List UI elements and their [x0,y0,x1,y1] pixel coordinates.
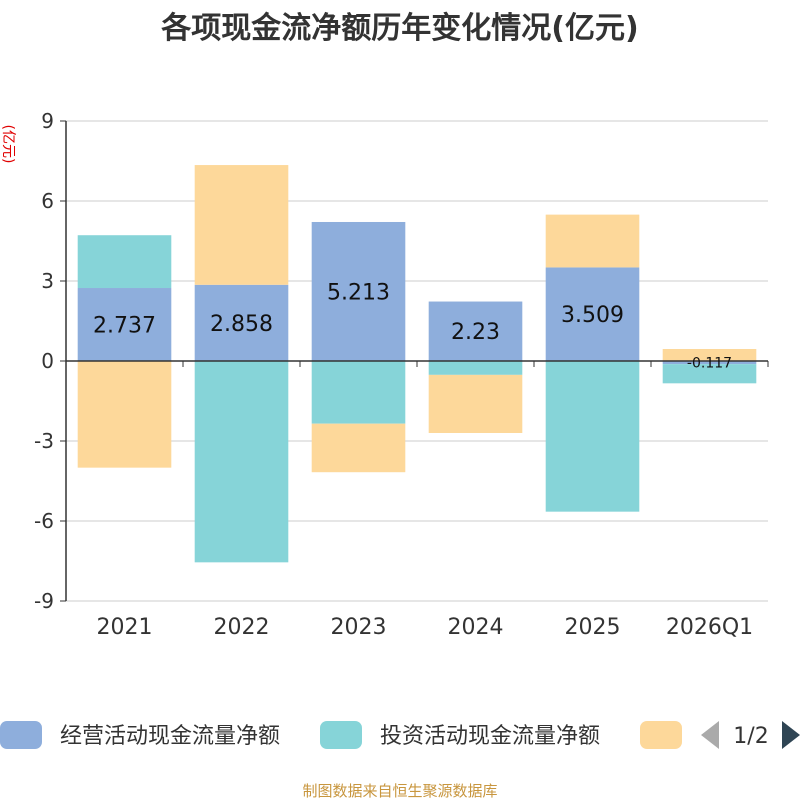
data-label: 2.23 [451,320,500,345]
x-tick-label: 2022 [214,615,270,640]
bar-series1-2023 [311,221,406,361]
bar-series2-2023 [311,361,406,424]
y-tick-label: 9 [41,109,54,133]
x-tick-label: 2023 [331,615,387,640]
data-label: 3.509 [561,303,624,328]
bar-series1-2025 [545,267,640,361]
source-footnote: 制图数据来自恒生聚源数据库 [302,782,497,800]
legend-next-icon[interactable] [782,721,800,749]
legend-label-1[interactable]: 经营活动现金流量净额 [60,724,280,749]
bar-series2-2022 [194,361,289,563]
chart-title: 各项现金流净额历年变化情况(亿元) [160,11,638,46]
legend-swatch-3[interactable] [640,721,682,749]
bar-series3-2026Q1 [662,349,757,361]
data-label: -0.117 [687,356,732,372]
data-label: 2.737 [93,313,156,338]
bars-group [77,165,757,563]
y-tick-label: -6 [34,509,54,533]
bar-series1-2024 [428,301,523,361]
data-labels-group: 2.737 2.858 5.213 2.23 3.509 -0.117 [93,280,732,371]
y-tick-label: 3 [41,269,54,293]
legend-prev-icon[interactable] [701,721,719,749]
bar-series1-2026Q1 [662,361,757,365]
bar-series2-2024 [428,361,523,375]
bar-series1-2021 [77,288,172,361]
y-tick-label: -9 [34,589,54,613]
bar-series3-2025 [545,214,640,268]
y-tick-label: 6 [41,189,54,213]
bar-series3-2022 [194,165,289,285]
bar-series3-2023 [311,423,406,473]
bar-series1-2022 [194,284,289,361]
x-tick-label: 2026Q1 [666,615,753,640]
axes-group: 9 6 3 0 -3 -6 -9 2021 2022 2023 2024 2025 2026Q1 [34,109,769,640]
data-label: 2.858 [210,312,273,337]
x-tick-label: 2024 [448,615,504,640]
legend-swatch-1[interactable] [0,721,42,749]
x-tick-label: 2025 [565,615,621,640]
legend: 经营活动现金流量净额 投资活动现金流量净额 1/2 [0,721,800,749]
bar-series2-2025 [545,361,640,512]
legend-page-indicator: 1/2 [733,724,768,749]
x-tick-label: 2021 [97,615,153,640]
bar-series3-2021 [77,361,172,468]
bar-series3-2024 [428,374,523,433]
legend-label-2[interactable]: 投资活动现金流量净额 [380,724,600,749]
y-axis-label: (亿元) [0,125,16,164]
y-tick-label: 0 [41,349,54,373]
y-tick-label: -3 [34,429,54,453]
legend-swatch-2[interactable] [320,721,362,749]
bar-series2-2021 [77,235,172,289]
bar-series2-2026Q1 [662,364,757,384]
data-label: 5.213 [327,280,390,305]
